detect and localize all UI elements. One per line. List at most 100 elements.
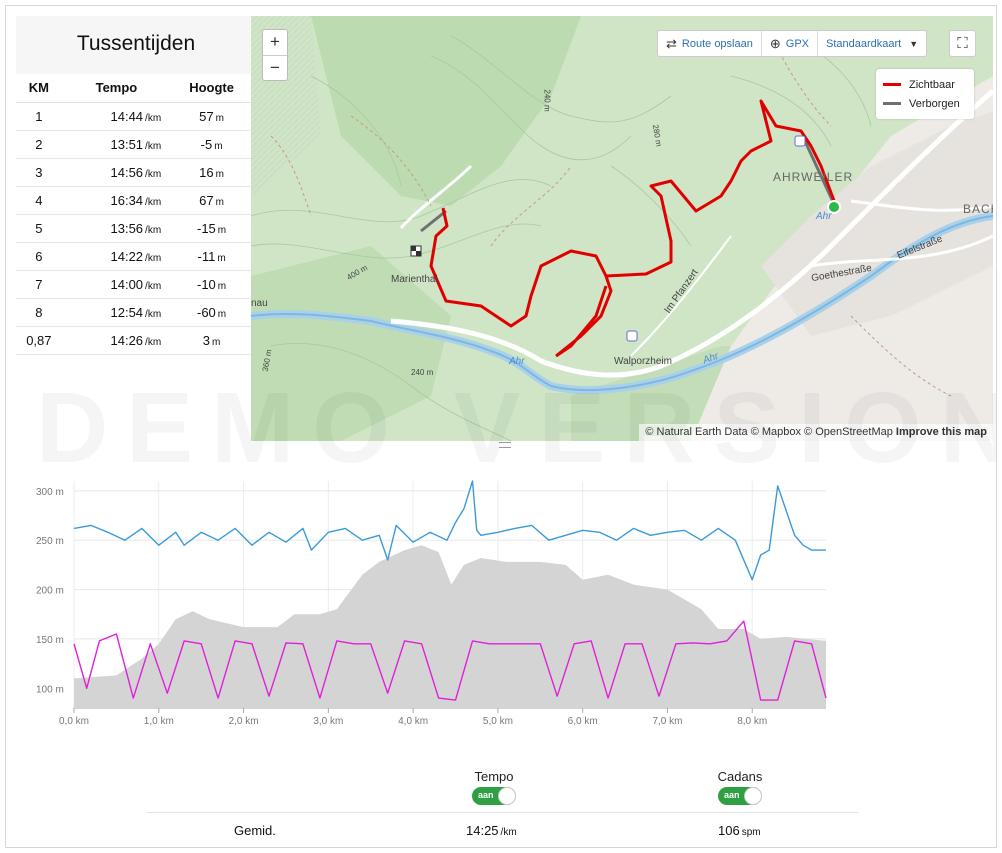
route-hidden-segment xyxy=(420,209,447,233)
profile-chart[interactable]: 100 m 150 m 200 m 250 m 300 m 0,0 km 1,0 km 2,0… xyxy=(6,476,996,736)
split-hoogte: -60 m xyxy=(171,298,252,327)
split-hoogte-value: -15 xyxy=(197,220,216,236)
avg-tempo: 14:25/km xyxy=(466,823,517,838)
finish-flag-icon xyxy=(411,246,421,256)
split-hoogte-unit: m xyxy=(217,224,227,236)
split-km: 1 xyxy=(16,102,62,131)
avg-cadans-value: 106 xyxy=(718,823,740,838)
x-tick-label: 0,0 km xyxy=(59,716,89,727)
forest-patch xyxy=(251,246,451,441)
legend-label-hidden: Verborgen xyxy=(909,97,960,110)
col-km: KM xyxy=(16,74,62,103)
split-tempo-unit: /km xyxy=(145,224,162,236)
label-river: Ahr xyxy=(509,356,525,367)
town-block xyxy=(761,111,993,336)
split-tempo-unit: /km xyxy=(145,140,162,152)
split-hoogte: 16 m xyxy=(171,158,252,187)
split-hoogte-value: -60 xyxy=(197,304,216,320)
avg-tempo-unit: /km xyxy=(500,827,517,838)
split-row: 5 13:56/km -15 m xyxy=(16,214,252,243)
split-km: 3 xyxy=(16,158,62,187)
split-tempo: 13:56/km xyxy=(61,214,172,243)
split-tempo-unit: /km xyxy=(145,308,162,320)
map-attribution: © Natural Earth Data © Mapbox © OpenStre… xyxy=(639,424,993,441)
split-tempo: 14:26/km xyxy=(61,326,172,355)
x-tick-label: 5,0 km xyxy=(483,716,513,727)
station-icon xyxy=(794,135,806,147)
river-ahr-line xyxy=(251,215,993,391)
split-hoogte-unit: m xyxy=(215,112,224,124)
x-tick-label: 4,0 km xyxy=(398,716,428,727)
y-tick-label: 100 m xyxy=(36,684,64,695)
label-bach: BACH xyxy=(963,202,993,216)
toggle-knob xyxy=(744,787,762,805)
split-tempo-unit: /km xyxy=(145,112,162,124)
save-route-label: Route opslaan xyxy=(681,37,753,50)
attribution-text[interactable]: © Natural Earth Data © Mapbox © OpenStre… xyxy=(645,426,893,438)
split-hoogte-value: 57 xyxy=(199,108,214,124)
avg-cadans-unit: spm xyxy=(741,827,761,838)
zoom-out-button[interactable]: − xyxy=(263,55,287,80)
split-row: 2 13:51/km -5 m xyxy=(16,130,252,159)
split-hoogte: -5 m xyxy=(171,130,252,159)
x-tick-label: 1,0 km xyxy=(144,716,174,727)
series-area-hoogte xyxy=(74,545,826,708)
map-style-label: Standaardkaart xyxy=(826,37,902,50)
split-km: 5 xyxy=(16,214,62,243)
improve-map-link[interactable]: Improve this map xyxy=(895,426,987,438)
split-tempo-value: 13:56 xyxy=(110,220,144,236)
split-hoogte: -11 m xyxy=(171,242,252,271)
tempo-toggle[interactable]: aan xyxy=(472,787,516,805)
split-row: 1 14:44/km 57 m xyxy=(16,102,252,131)
stats-panel: Tempo aan Cadans aan Gemid. 14:25/km 106… xyxy=(6,761,996,847)
split-tempo-value: 14:22 xyxy=(110,248,144,264)
tempo-toggle-group: Tempo aan xyxy=(444,769,544,808)
split-hoogte-value: -5 xyxy=(200,136,213,152)
activity-panel: Tussentijden KM Tempo Hoogte 1 14:44/km 57… xyxy=(5,5,997,848)
zoom-in-button[interactable]: + xyxy=(270,32,280,51)
split-tempo: 16:34/km xyxy=(61,186,172,215)
splits-table: KM Tempo Hoogte 1 14:44/km 57 m 2 13:51/km -5 m… xyxy=(16,74,252,355)
resize-handle[interactable] xyxy=(499,442,511,448)
main-road xyxy=(390,89,993,378)
x-tick-label: 3,0 km xyxy=(313,716,343,727)
x-tick-label: 2,0 km xyxy=(229,716,259,727)
series-line-cadans xyxy=(73,620,827,701)
road xyxy=(810,234,993,268)
toggle-state: aan xyxy=(724,790,740,800)
route-map[interactable]: AHRWEILER Marienthal Walporzheim Im Pfan… xyxy=(251,16,993,441)
split-hoogte-unit: m xyxy=(215,196,224,208)
gpx-download-button[interactable]: ⊕ GPX xyxy=(762,31,818,56)
contour-label: 240 m xyxy=(542,89,552,112)
map-style-dropdown[interactable]: Standaardkaart ▼ xyxy=(818,31,926,56)
split-tempo-value: 16:34 xyxy=(110,192,144,208)
route-icon: ⇄ xyxy=(666,35,677,51)
chart-canvas[interactable]: 100 m 150 m 200 m 250 m 300 m 0,0 km 1,0 km 2,0… xyxy=(6,476,996,736)
split-hoogte-value: -11 xyxy=(197,248,216,264)
cadans-label: Cadans xyxy=(717,769,763,784)
fullscreen-icon: ⛶ xyxy=(957,35,968,52)
col-tempo: Tempo xyxy=(61,74,172,103)
y-tick-label: 150 m xyxy=(36,635,64,646)
split-hoogte-value: 67 xyxy=(199,192,214,208)
split-km: 2 xyxy=(16,130,62,159)
split-row: 3 14:56/km 16 m xyxy=(16,158,252,187)
tempo-label: Tempo xyxy=(474,769,514,784)
split-row: 4 16:34/km 67 m xyxy=(16,186,252,215)
map-canvas[interactable] xyxy=(251,16,993,441)
cadans-toggle[interactable]: aan xyxy=(718,787,762,805)
zoom-control: + − xyxy=(262,29,288,81)
route-hidden-segment xyxy=(802,138,836,205)
save-route-button[interactable]: ⇄ Route opslaan xyxy=(658,31,762,56)
split-tempo-unit: /km xyxy=(145,280,162,292)
split-hoogte-unit: m xyxy=(212,336,221,348)
split-tempo-value: 14:56 xyxy=(110,164,144,180)
split-tempo: 14:44/km xyxy=(61,102,172,131)
watermark: DEMO VERSION xyxy=(36,371,996,486)
col-hoogte: Hoogte xyxy=(171,74,252,103)
fullscreen-button[interactable]: ⛶ xyxy=(949,30,976,57)
split-tempo: 14:00/km xyxy=(61,270,172,299)
divider xyxy=(146,812,858,813)
split-hoogte-unit: m xyxy=(217,280,227,292)
